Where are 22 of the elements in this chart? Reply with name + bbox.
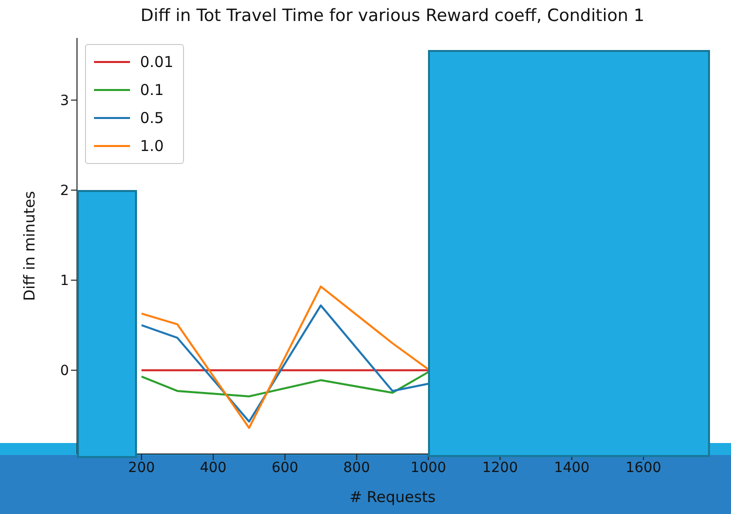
x-tick-label: 600 xyxy=(272,460,298,476)
line-series xyxy=(140,286,430,429)
y-tick-label: 0 xyxy=(60,363,69,380)
chart-title: Diff in Tot Travel Time for various Reward coeff, Condition 1 xyxy=(140,6,646,26)
y-axis-title: Diff in minutes xyxy=(20,190,38,301)
x-tick-label: 1200 xyxy=(482,460,518,476)
x-tick-label: 1600 xyxy=(626,460,662,476)
x-tick-label: 400 xyxy=(200,460,227,476)
line-series xyxy=(140,371,430,398)
x-tick-label: 800 xyxy=(343,460,370,476)
x-tick-label: 200 xyxy=(128,460,155,476)
y-tick-label: 3 xyxy=(60,93,69,110)
legend-label: 1.0 xyxy=(140,136,164,157)
x-tick-label: 1000 xyxy=(410,460,446,476)
y-tick-label: 2 xyxy=(60,183,69,200)
line-series xyxy=(140,304,430,423)
x-axis-title: # Requests xyxy=(349,488,436,506)
y-tick-label: 1 xyxy=(60,273,69,290)
x-tick-label: 1400 xyxy=(554,460,590,476)
legend-label: 0.01 xyxy=(140,52,174,73)
legend-label: 0.1 xyxy=(140,80,164,101)
legend-label: 0.5 xyxy=(140,108,164,129)
